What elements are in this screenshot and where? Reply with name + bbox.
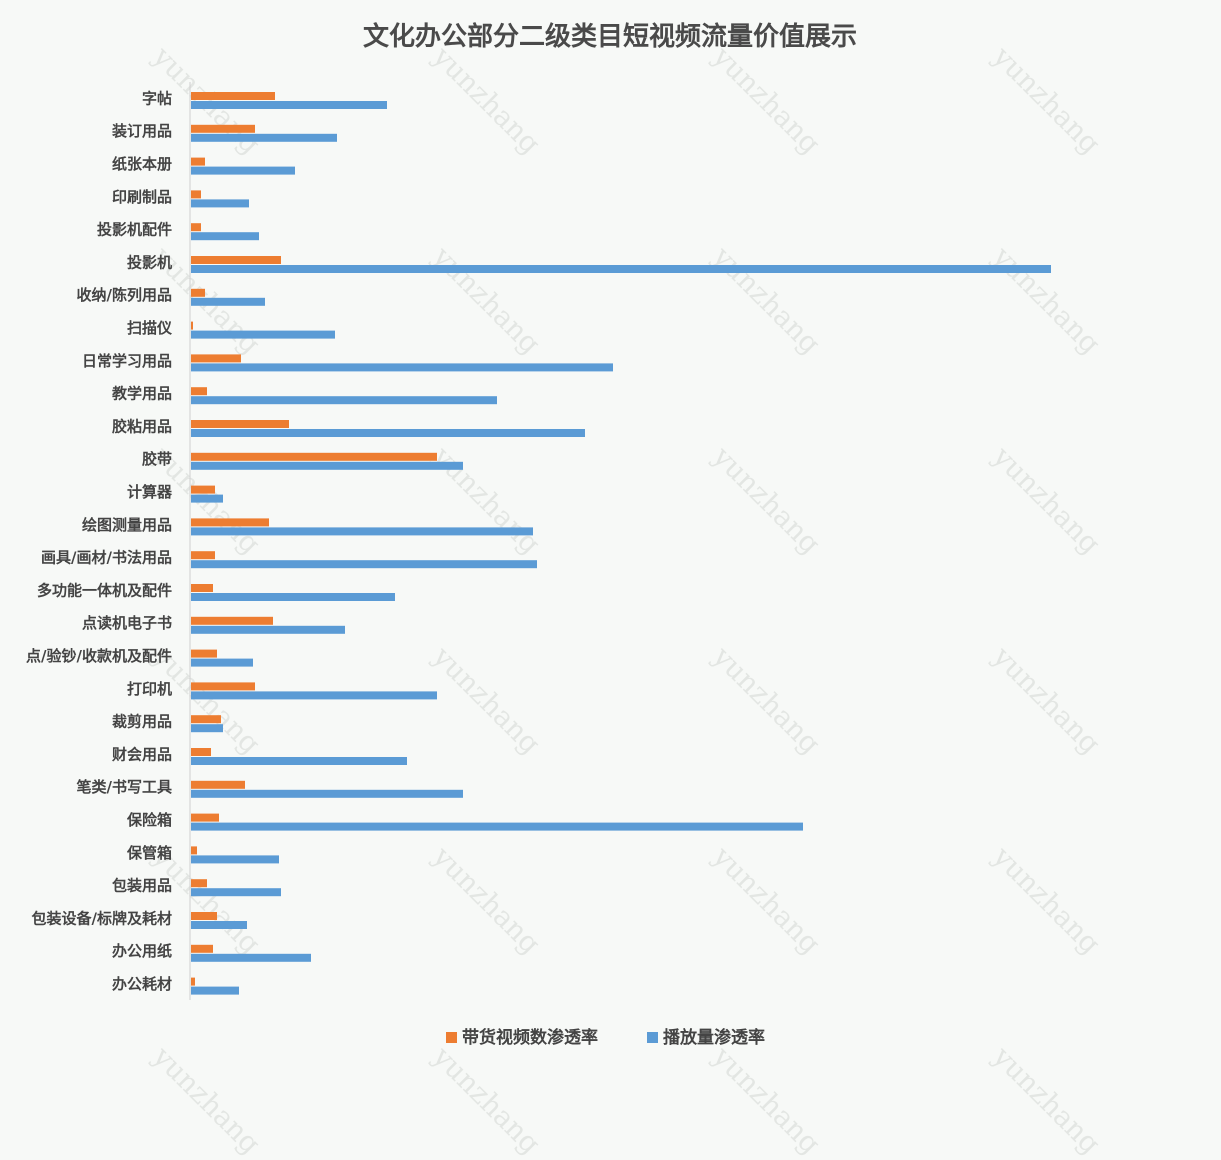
bar-series-2: [191, 297, 265, 306]
category-label: 办公耗材: [112, 975, 172, 993]
category-label: 保险箱: [126, 811, 172, 829]
category-label: 收纳/陈列用品: [77, 286, 172, 304]
bar-series-2: [191, 855, 279, 864]
bar-series-2: [191, 822, 803, 831]
bar-series-1: [191, 92, 275, 100]
bar-series-1: [191, 944, 213, 953]
chart-title: 文化办公部分二级类目短视频流量价值展示: [363, 21, 857, 52]
bar-series-1: [191, 616, 273, 625]
category-labels: 字帖装订用品纸张本册印刷制品投影机配件投影机收纳/陈列用品扫描仪日常学习用品教学…: [26, 89, 173, 993]
bar-series-2: [191, 757, 407, 765]
category-label: 保管箱: [126, 844, 172, 862]
bars-group: [191, 92, 1051, 995]
category-label: 纸张本册: [112, 155, 172, 173]
bar-series-2: [191, 199, 249, 208]
bar-series-1: [191, 780, 245, 789]
category-label: 装订用品: [111, 122, 172, 140]
bar-series-2: [191, 921, 247, 929]
category-label: 胶粘用品: [112, 417, 172, 435]
bar-series-1: [191, 518, 269, 527]
bar-series-1: [191, 682, 255, 691]
bar-series-1: [191, 321, 193, 330]
bar-series-2: [191, 133, 337, 142]
bar-series-2: [191, 265, 1051, 273]
bar-series-2: [191, 396, 497, 405]
category-label: 笔类/书写工具: [77, 778, 172, 796]
category-label: 绘图测量用品: [82, 516, 172, 534]
category-label: 裁剪用品: [112, 713, 172, 731]
bar-series-2: [191, 789, 463, 798]
bar-series-2: [191, 888, 281, 897]
bar-series-2: [191, 429, 585, 437]
bar-series-2: [191, 527, 533, 536]
bar-series-1: [191, 256, 281, 264]
category-label: 日常学习用品: [82, 352, 172, 370]
bar-series-1: [191, 748, 211, 756]
bar-series-2: [191, 724, 223, 733]
bar-series-2: [191, 953, 311, 962]
bar-series-2: [191, 232, 259, 241]
bar-series-1: [191, 584, 213, 592]
bar-series-1: [191, 354, 241, 363]
bar-series-1: [191, 485, 215, 494]
legend: 带货视频数渗透率 播放量渗透率: [446, 1027, 765, 1048]
category-label: 财会用品: [112, 745, 172, 763]
legend-swatch-series-2: [647, 1032, 658, 1043]
bar-series-2: [191, 593, 395, 601]
legend-label-series-1: 带货视频数渗透率: [462, 1027, 598, 1048]
bar-series-1: [191, 715, 221, 724]
category-label: 投影机: [127, 253, 172, 271]
bar-series-1: [191, 452, 437, 461]
category-label: 扫描仪: [127, 319, 173, 337]
category-label: 画具/画材/书法用品: [41, 549, 172, 567]
bar-series-1: [191, 124, 255, 133]
bar-series-1: [191, 846, 197, 855]
category-label: 包装用品: [112, 877, 172, 895]
bar-series-1: [191, 977, 195, 986]
bar-series-2: [191, 691, 437, 700]
bar-series-2: [191, 101, 387, 109]
bar-series-1: [191, 879, 207, 888]
category-label: 印刷制品: [112, 188, 172, 206]
bar-series-2: [191, 986, 239, 995]
bar-series-2: [191, 494, 223, 503]
bar-series-2: [191, 166, 295, 175]
category-label: 点/验钞/收款机及配件: [26, 647, 172, 665]
bar-chart: 文化办公部分二级类目短视频流量价值展示 字帖装订用品纸张本册印刷制品投影机配件投…: [26, 21, 1051, 1048]
bar-series-1: [191, 157, 205, 166]
bar-series-1: [191, 387, 207, 396]
category-label: 多功能一体机及配件: [37, 581, 172, 599]
bar-series-2: [191, 560, 537, 569]
category-label: 打印机: [127, 680, 172, 698]
bar-series-1: [191, 912, 217, 920]
legend-label-series-2: 播放量渗透率: [663, 1027, 765, 1048]
bar-series-2: [191, 658, 253, 667]
category-label: 教学用品: [111, 385, 172, 403]
category-label: 包装设备/标牌及耗材: [32, 909, 172, 927]
category-label: 计算器: [127, 483, 173, 501]
category-label: 字帖: [142, 89, 172, 107]
bar-series-1: [191, 420, 289, 428]
bar-series-2: [191, 363, 613, 372]
legend-swatch-series-1: [446, 1032, 457, 1043]
bar-series-1: [191, 288, 205, 297]
bar-series-1: [191, 190, 201, 199]
category-label: 胶带: [142, 450, 172, 468]
bar-series-1: [191, 649, 217, 658]
bar-series-2: [191, 461, 463, 470]
bar-series-1: [191, 813, 219, 822]
bar-series-1: [191, 223, 201, 232]
category-label: 点读机电子书: [82, 614, 172, 632]
bar-series-2: [191, 625, 345, 634]
bar-series-2: [191, 330, 335, 339]
category-label: 投影机配件: [97, 221, 172, 239]
category-label: 办公用纸: [112, 942, 172, 960]
bar-series-1: [191, 551, 215, 560]
